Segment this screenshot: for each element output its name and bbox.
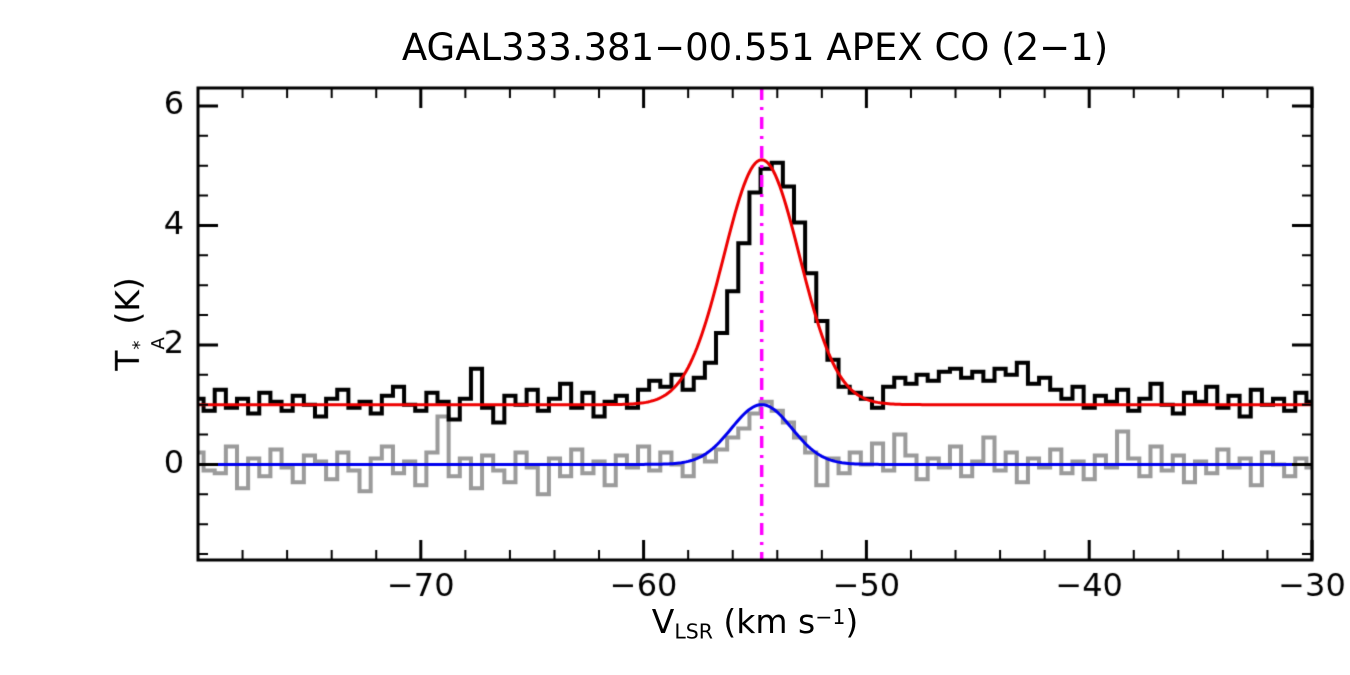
xlabel-superscript: −1	[815, 604, 846, 629]
xlabel-subscript: LSR	[674, 619, 713, 644]
xlabel-unit-close: )	[845, 602, 859, 641]
y-axis-label: T * A (K)	[108, 277, 169, 371]
ylabel-subscript: A	[147, 337, 169, 350]
ylabel-unit: (K)	[108, 277, 148, 336]
ylabel-script-stack: * A	[129, 337, 169, 350]
ylabel-base: T	[108, 350, 148, 371]
plot-title: AGAL333.381−00.551 APEX CO (2−1)	[401, 26, 1109, 69]
x-axis-label: VLSR (km s−1)	[160, 602, 1350, 644]
xlabel-base: V	[651, 602, 675, 641]
xlabel-unit-open: (km s	[712, 602, 816, 641]
ylabel-superscript: *	[129, 340, 151, 350]
